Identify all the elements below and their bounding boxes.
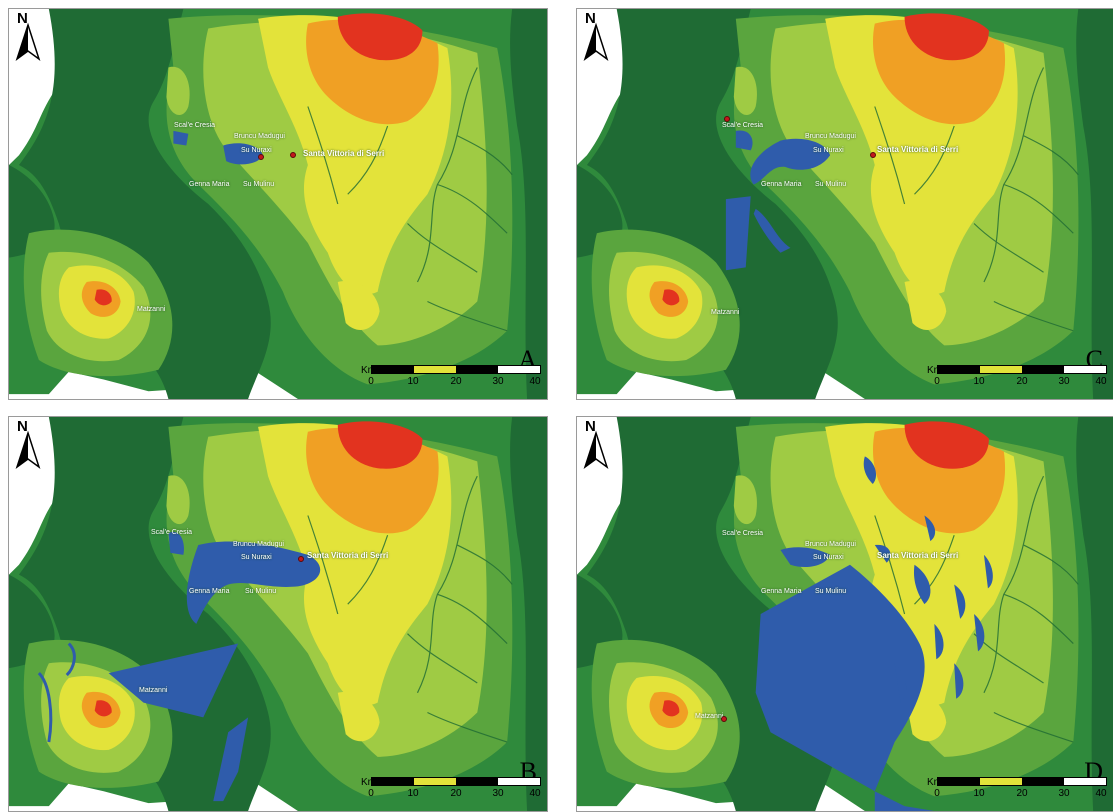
scale-tick: 0	[368, 376, 374, 387]
scale-bar: Km 0 10 20 30 40	[355, 363, 541, 397]
map-panel-b: N Scal'e Cresia Bruncu Madugui Su Nuraxi…	[8, 416, 548, 812]
place-label: Su Mulinu	[815, 181, 847, 188]
place-label: Matzanni	[139, 687, 168, 694]
place-label: Su Nuraxi	[813, 147, 844, 154]
place-label: Genna Maria	[189, 181, 230, 188]
site-marker	[298, 556, 304, 562]
scale-tick: 40	[529, 376, 541, 387]
viewshed-area	[173, 130, 264, 165]
place-label: Bruncu Madugui	[234, 133, 285, 140]
place-label: Bruncu Madugui	[805, 133, 856, 140]
terrain-map	[9, 9, 547, 399]
map-panel-d: N Scal'e Cresia Bruncu Madugui Su Nuraxi…	[576, 416, 1113, 812]
north-arrow-icon: N	[13, 418, 43, 471]
scale-tick: 10	[973, 376, 985, 387]
site-marker	[258, 154, 264, 160]
scale-tick: 20	[450, 788, 462, 799]
scale-tick: 10	[407, 788, 419, 799]
site-marker	[290, 152, 296, 158]
site-marker	[724, 116, 730, 122]
terrain-map	[9, 417, 547, 811]
place-label: Santa Vittoria di Serri	[877, 551, 959, 560]
place-label: Genna Maria	[761, 588, 802, 595]
place-label: Matzanni	[137, 306, 166, 313]
scale-bar: Km 0 10 20 30 40	[921, 775, 1107, 809]
scale-tick: 10	[973, 788, 985, 799]
place-label: Bruncu Madugui	[233, 541, 284, 548]
place-label: Su Nuraxi	[241, 554, 272, 561]
viewshed-area	[108, 643, 239, 718]
north-arrow-icon: N	[581, 10, 611, 63]
scale-tick: 20	[1016, 788, 1028, 799]
map-panel-a: N Scal'e Cresia Bruncu Madugui Su Nuraxi…	[8, 8, 548, 400]
north-label: N	[17, 10, 28, 27]
north-arrow-icon: N	[13, 10, 43, 63]
scale-unit: Km	[361, 365, 376, 376]
scale-unit: Km	[927, 777, 942, 788]
scale-tick: 0	[934, 376, 940, 387]
scale-tick: 40	[529, 788, 541, 799]
place-label: Matzanni	[711, 309, 740, 316]
scale-tick: 30	[1058, 788, 1070, 799]
scale-tick: 40	[1095, 788, 1107, 799]
north-label: N	[17, 418, 28, 435]
viewshed-area	[725, 196, 751, 271]
north-arrow-icon: N	[581, 418, 611, 471]
place-label: Su Mulinu	[243, 181, 275, 188]
place-label: Santa Vittoria di Serri	[303, 149, 385, 158]
site-marker	[870, 152, 876, 158]
scale-bar: Km 0 10 20 30 40	[921, 363, 1107, 397]
viewshed-area	[168, 531, 321, 624]
scale-tick: 30	[492, 376, 504, 387]
place-label: Scal'e Cresia	[151, 529, 193, 536]
place-label: Su Mulinu	[245, 588, 277, 595]
place-label: Scal'e Cresia	[722, 530, 764, 537]
viewshed-area	[780, 547, 831, 568]
place-label: Genna Maria	[761, 181, 802, 188]
place-label: Scal'e Cresia	[722, 122, 764, 129]
scale-bar: Km 0 10 20 30 40	[355, 775, 541, 809]
viewshed-area	[735, 130, 831, 185]
place-label: Scal'e Cresia	[174, 122, 216, 129]
scale-unit: Km	[927, 365, 942, 376]
scale-tick: 40	[1095, 376, 1107, 387]
scale-unit: Km	[361, 777, 376, 788]
place-label: Su Nuraxi	[241, 147, 272, 154]
terrain-map	[577, 417, 1113, 811]
north-label: N	[585, 418, 596, 435]
viewshed-area	[863, 456, 993, 703]
place-label: Matzanni	[695, 713, 724, 720]
scale-tick: 0	[934, 788, 940, 799]
viewshed-area	[753, 208, 791, 253]
place-label: Bruncu Madugui	[805, 541, 856, 548]
scale-tick: 30	[492, 788, 504, 799]
place-label: Santa Vittoria di Serri	[877, 145, 959, 154]
viewshed-area	[755, 564, 925, 792]
place-label: Su Nuraxi	[813, 554, 844, 561]
viewshed-area	[874, 791, 935, 811]
scale-tick: 20	[1016, 376, 1028, 387]
map-panel-c: N Scal'e Cresia Bruncu Madugui Su Nuraxi…	[576, 8, 1113, 400]
scale-tick: 20	[450, 376, 462, 387]
place-label: Santa Vittoria di Serri	[307, 551, 389, 560]
place-label: Su Mulinu	[815, 588, 847, 595]
terrain-map	[577, 9, 1113, 399]
viewshed-area	[213, 717, 249, 802]
viewshed-area	[37, 642, 76, 743]
scale-tick: 0	[368, 788, 374, 799]
site-marker	[721, 716, 727, 722]
scale-tick: 10	[407, 376, 419, 387]
north-label: N	[585, 10, 596, 27]
scale-tick: 30	[1058, 376, 1070, 387]
place-label: Genna Maria	[189, 588, 230, 595]
